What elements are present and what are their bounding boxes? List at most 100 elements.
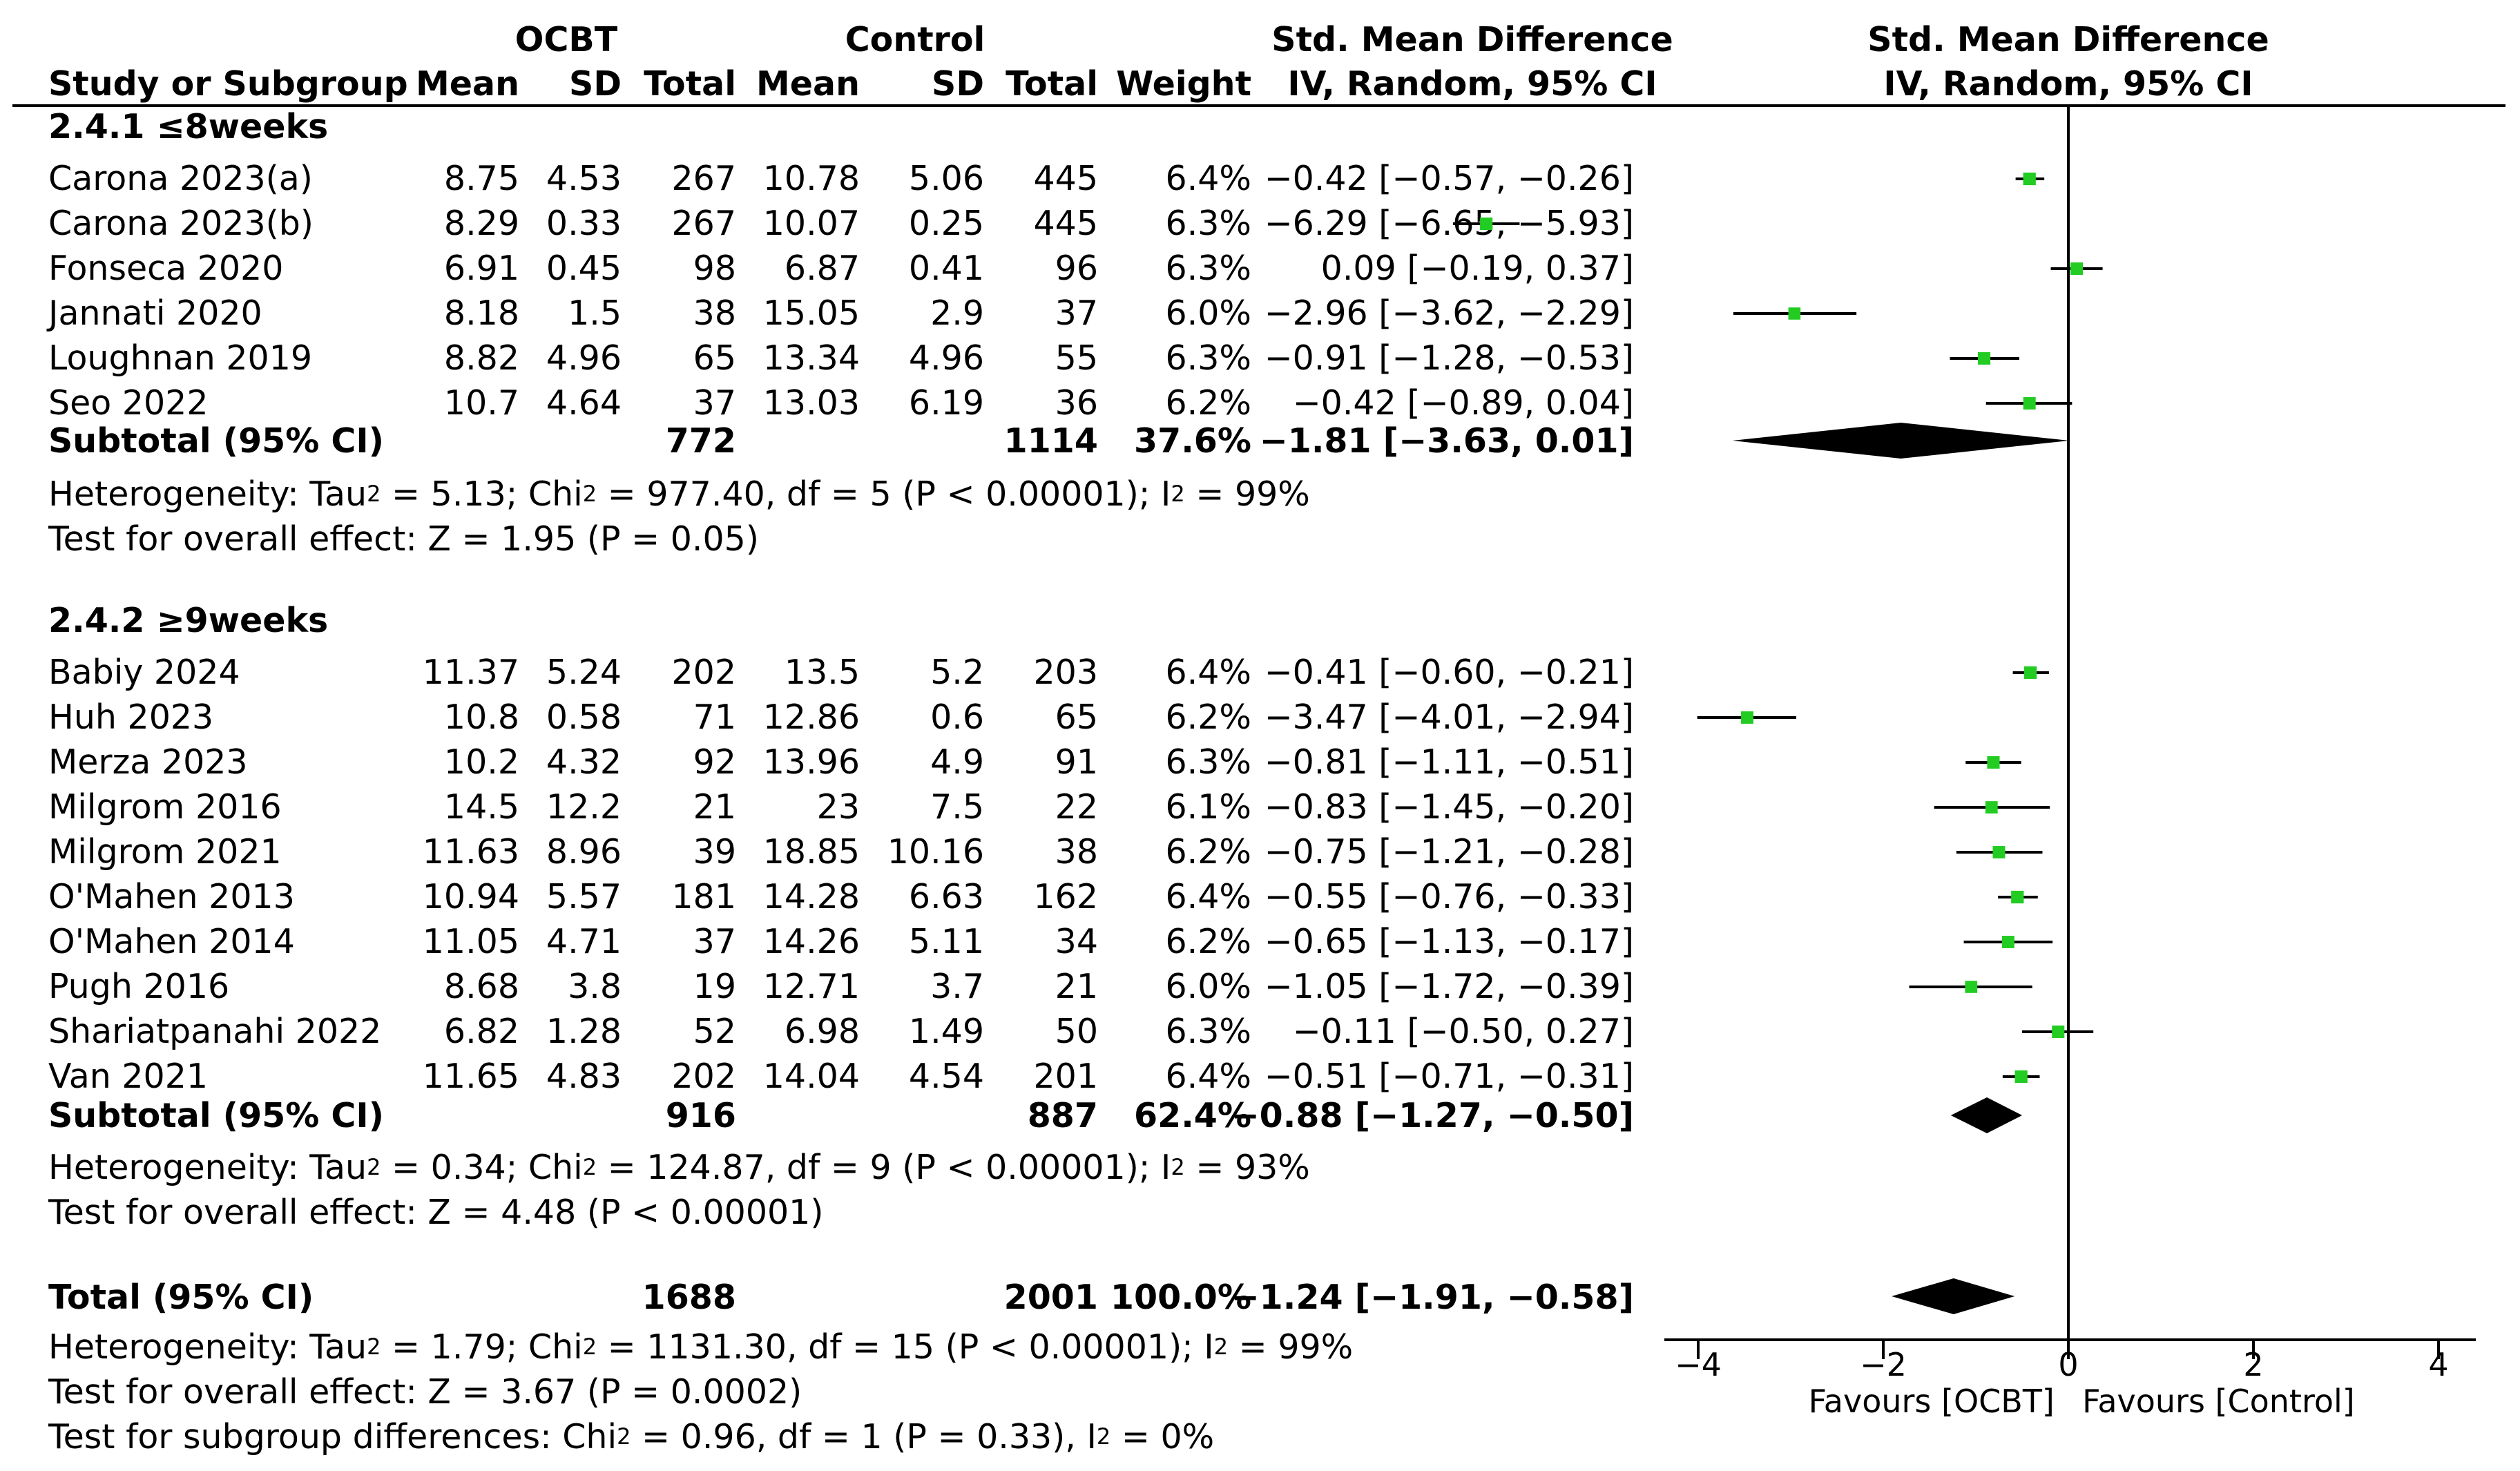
superscript-two: 2 <box>1171 1153 1185 1180</box>
subgroup-overall-effect: Test for overall effect: Z = 1.95 (P = 0… <box>48 519 759 559</box>
control-sd: 2.9 <box>930 293 984 333</box>
study-name: Fonseca 2020 <box>48 248 284 288</box>
ocbt-sd: 4.83 <box>546 1056 622 1096</box>
ocbt-total: 267 <box>671 158 736 198</box>
study-effect-ci: −1.05 [−1.72, −0.39] <box>1264 966 1634 1006</box>
control-total: 22 <box>1055 787 1098 827</box>
total-heterogeneity-part: = 99% <box>1228 1327 1354 1367</box>
ocbt-sd: 5.57 <box>546 876 622 916</box>
group-header-control: Control <box>845 19 985 59</box>
control-mean: 6.87 <box>784 248 860 288</box>
ocbt-sd: 8.96 <box>546 831 622 872</box>
ocbt-sd: 1.5 <box>568 293 622 333</box>
control-mean: 13.96 <box>762 742 860 782</box>
ocbt-mean: 8.82 <box>443 338 519 378</box>
study-name: Huh 2023 <box>48 697 214 737</box>
superscript-two: 2 <box>1096 1423 1111 1450</box>
ocbt-mean: 11.37 <box>422 652 519 692</box>
control-total: 55 <box>1055 338 1098 378</box>
total-control-total: 2001 <box>1003 1277 1098 1317</box>
subgroup-title: 2.4.2 ≥9weeks <box>48 600 329 640</box>
ocbt-sd: 4.96 <box>546 338 622 378</box>
study-effect-ci: −0.51 [−0.71, −0.31] <box>1264 1056 1634 1096</box>
control-mean: 13.5 <box>784 652 860 692</box>
favours-control-label: Favours [Control] <box>2082 1383 2355 1420</box>
total-effect-ci: −1.24 [−1.91, −0.58] <box>1231 1277 1634 1317</box>
control-sd: 5.06 <box>908 158 984 198</box>
study-effect-ci: −0.11 [−0.50, 0.27] <box>1292 1011 1634 1051</box>
ocbt-total: 71 <box>693 697 736 737</box>
study-effect-square <box>1788 307 1801 320</box>
ocbt-mean: 6.82 <box>443 1011 519 1051</box>
control-mean: 13.34 <box>762 338 860 378</box>
subtotal-weight: 37.6% <box>1134 421 1251 461</box>
subtotal-weight: 62.4% <box>1134 1095 1251 1135</box>
control-sd: 3.7 <box>930 966 984 1006</box>
study-effect-ci: −0.42 [−0.57, −0.26] <box>1264 158 1634 198</box>
control-mean: 6.98 <box>784 1011 860 1051</box>
control-mean: 12.71 <box>762 966 860 1006</box>
total1-header: Total <box>644 64 736 104</box>
ocbt-mean: 8.68 <box>443 966 519 1006</box>
ocbt-sd: 1.28 <box>546 1011 622 1051</box>
ocbt-sd: 12.2 <box>546 787 622 827</box>
ocbt-sd: 0.58 <box>546 697 622 737</box>
superscript-two: 2 <box>367 480 381 507</box>
study-name: Seo 2022 <box>48 383 209 423</box>
study-effect-square <box>2014 1070 2028 1084</box>
superscript-two: 2 <box>367 1333 381 1360</box>
ocbt-sd: 3.8 <box>568 966 622 1006</box>
study-weight: 6.2% <box>1165 697 1252 737</box>
study-effect-ci: −0.65 [−1.13, −0.17] <box>1264 921 1634 961</box>
study-weight: 6.2% <box>1165 383 1252 423</box>
study-effect-ci: −3.47 [−4.01, −2.94] <box>1264 697 1634 737</box>
subgroup-heterogeneity-part: = 93% <box>1184 1147 1310 1187</box>
control-mean: 14.04 <box>762 1056 860 1096</box>
control-mean: 10.78 <box>762 158 860 198</box>
mean2-header: Mean <box>756 64 860 104</box>
study-effect-square <box>1480 217 1493 231</box>
x-tick-label: 0 <box>2058 1346 2078 1383</box>
pooled-effect-diamond <box>1950 1097 2022 1133</box>
control-mean: 13.03 <box>762 383 860 423</box>
control-total: 37 <box>1055 293 1098 333</box>
study-effect-ci: −0.81 [−1.11, −0.51] <box>1264 742 1634 782</box>
study-name: Pugh 2016 <box>48 966 230 1006</box>
ocbt-mean: 10.94 <box>422 876 519 916</box>
study-effect-ci: −6.29 [−6.65, −5.93] <box>1264 203 1634 243</box>
control-total: 50 <box>1055 1011 1098 1051</box>
pooled-effect-diamond <box>1732 423 2070 459</box>
study-effect-ci: −0.75 [−1.21, −0.28] <box>1264 831 1634 872</box>
ocbt-total: 21 <box>693 787 736 827</box>
subgroup-overall-effect: Test for overall effect: Z = 4.48 (P < 0… <box>48 1192 824 1232</box>
study-weight: 6.4% <box>1165 1056 1252 1096</box>
control-total: 445 <box>1033 203 1098 243</box>
ocbt-total: 98 <box>693 248 736 288</box>
pooled-effect-diamond <box>1892 1278 2015 1314</box>
study-name: Shariatpanahi 2022 <box>48 1011 382 1051</box>
superscript-two: 2 <box>582 1333 597 1360</box>
total-overall-effect: Test for overall effect: Z = 3.67 (P = 0… <box>48 1372 802 1412</box>
ocbt-sd: 4.71 <box>546 921 622 961</box>
total-weight: 100.0% <box>1110 1277 1251 1317</box>
ocbt-mean: 6.91 <box>443 248 519 288</box>
study-effect-square <box>2023 666 2037 680</box>
header-rule <box>12 104 2505 107</box>
study-effect-square <box>2052 1025 2065 1039</box>
study-weight: 6.0% <box>1165 966 1252 1006</box>
sd1-header: SD <box>569 64 622 104</box>
study-effect-ci: −2.96 [−3.62, −2.29] <box>1264 293 1634 333</box>
study-effect-ci: −0.91 [−1.28, −0.53] <box>1264 338 1634 378</box>
study-effect-square <box>2001 936 2014 948</box>
ocbt-sd: 0.33 <box>546 203 622 243</box>
study-weight: 6.3% <box>1165 742 1252 782</box>
ocbt-total: 267 <box>671 203 736 243</box>
study-weight: 6.3% <box>1165 248 1252 288</box>
subgroup-differences-test: Test for subgroup differences: Chi2 = 0.… <box>48 1420 1214 1454</box>
study-effect-square <box>2023 397 2036 410</box>
control-total: 34 <box>1055 921 1098 961</box>
control-sd: 5.11 <box>908 921 984 961</box>
study-weight: 6.3% <box>1165 203 1252 243</box>
study-name: Babiy 2024 <box>48 652 240 692</box>
results-table: OCBT Control Std. Mean Difference Std. Mean… <box>12 19 2505 1454</box>
